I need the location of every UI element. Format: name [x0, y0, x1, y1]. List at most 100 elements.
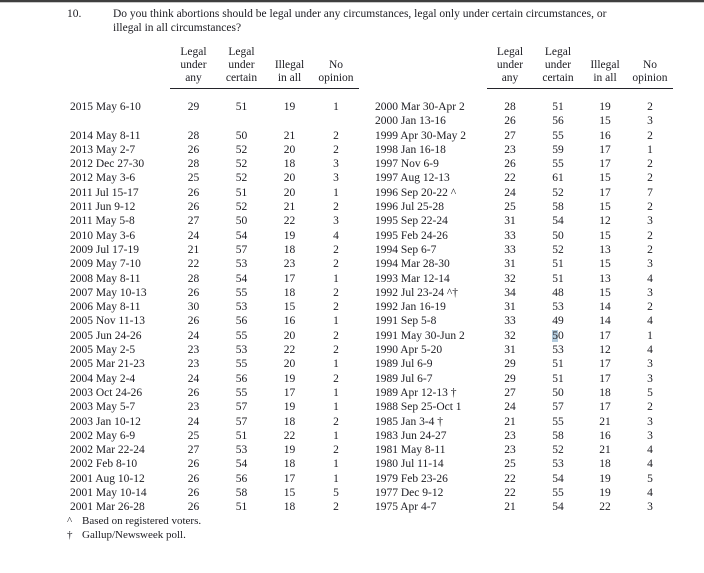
poll-value: 55 [552, 158, 564, 171]
poll-value: 4 [333, 229, 339, 242]
poll-value: 15 [599, 286, 611, 299]
poll-value: 22 [599, 501, 611, 514]
poll-value: 56 [552, 115, 564, 128]
poll-value: 23 [187, 344, 200, 357]
poll-value: 33 [504, 229, 516, 242]
poll-value: 58 [552, 201, 564, 214]
poll-value: 1 [333, 272, 339, 285]
header-underline [487, 88, 673, 89]
poll-value: 17 [599, 158, 611, 171]
poll-value: 7 [647, 186, 653, 199]
poll-value: 2 [333, 258, 339, 271]
poll-date: 2001 Aug 10-12 [70, 472, 145, 485]
poll-value: 5 [647, 386, 653, 399]
poll-value: 20 [283, 143, 296, 156]
table-row: 1989 Jul 6-7 29 51 17 3 [375, 372, 673, 386]
poll-value: 33 [504, 243, 516, 256]
poll-value: 2 [333, 201, 339, 214]
header-spacer [375, 85, 487, 87]
poll-value: 4 [647, 344, 653, 357]
poll-date: 2005 Nov 11-13 [70, 315, 145, 328]
table-row: 2009 Jul 17-19 21 57 18 2 [70, 243, 359, 257]
poll-value: 24 [504, 186, 516, 199]
poll-value: 18 [283, 158, 296, 171]
table-row: 2005 Nov 11-13 26 56 16 1 [70, 314, 359, 328]
table-row: 1993 Mar 12-14 32 51 13 4 [375, 272, 673, 286]
poll-value: 26 [187, 201, 200, 214]
poll-value: 26 [187, 386, 200, 399]
poll-value: 53 [235, 301, 248, 314]
poll-value: 16 [599, 429, 611, 442]
question-text: Do you think abortions should be legal u… [113, 8, 607, 34]
poll-value: 17 [599, 358, 611, 371]
poll-value: 29 [504, 358, 516, 371]
poll-value: 31 [504, 215, 516, 228]
poll-value: 54 [235, 272, 248, 285]
poll-date: 1989 Apr 12-13 † [375, 386, 457, 399]
table-row: 1989 Apr 12-13 † 27 50 18 5 [375, 386, 673, 400]
poll-value: 4 [647, 272, 653, 285]
table-row: 1998 Jan 16-18 23 59 17 1 [375, 143, 673, 157]
table-row: 2005 Mar 21-23 23 55 20 1 [70, 357, 359, 371]
poll-value: 52 [235, 201, 248, 214]
poll-date: 2012 May 3-6 [70, 172, 136, 185]
poll-date: 2008 May 8-11 [70, 272, 141, 285]
poll-value: 51 [552, 101, 564, 113]
poll-value: 3 [647, 115, 653, 128]
poll-value: 23 [504, 143, 516, 156]
poll-value: 54 [552, 501, 564, 514]
poll-value: 12 [599, 215, 611, 228]
poll-value: 27 [187, 444, 200, 457]
poll-value: 23 [504, 429, 516, 442]
poll-value: 21 [283, 129, 296, 142]
poll-value: 15 [599, 115, 611, 128]
poll-value: 1 [333, 315, 339, 328]
poll-value: 32 [504, 272, 516, 285]
poll-value: 55 [235, 286, 248, 299]
poll-table-right: Legal under any Legal under certain Ille… [375, 46, 673, 515]
poll-value: 58 [552, 429, 564, 442]
poll-value: 31 [504, 344, 516, 357]
poll-value: 31 [504, 301, 516, 314]
table-row: 2015 May 6-10 29 51 19 1 [70, 100, 359, 114]
poll-value: 18 [283, 243, 296, 256]
poll-value: 3 [333, 158, 339, 171]
poll-value: 2 [333, 129, 339, 142]
table-row: 2003 May 5-7 23 57 19 1 [70, 400, 359, 414]
poll-date: 1997 Nov 6-9 [375, 158, 439, 171]
poll-value: 50 [235, 129, 248, 142]
poll-date: 2005 Jun 24-26 [70, 329, 142, 342]
poll-date: 1989 Jul 6-7 [375, 372, 433, 385]
poll-value: 1 [333, 358, 339, 371]
table-row: 1997 Nov 6-9 26 55 17 2 [375, 157, 673, 171]
table-row: 2004 May 2-4 24 56 19 2 [70, 372, 359, 386]
poll-value: 2 [333, 444, 339, 457]
poll-value: 17 [283, 386, 296, 399]
col-header-legal-any: Legal under any [496, 46, 524, 84]
header-underline [170, 88, 359, 89]
poll-date: 2014 May 8-11 [70, 129, 141, 142]
poll-value: 57 [235, 415, 248, 428]
table-row: 2009 May 7-10 22 53 23 2 [70, 257, 359, 271]
poll-value: 51 [552, 358, 564, 371]
footnote-text: Based on registered voters. [82, 515, 202, 527]
poll-value: 19 [599, 487, 611, 500]
poll-value: 61 [552, 172, 564, 185]
poll-date: 1977 Dec 9-12 [375, 487, 444, 500]
poll-value: 3 [647, 215, 653, 228]
poll-value: 57 [552, 401, 564, 414]
poll-value: 15 [599, 229, 611, 242]
poll-value: 3 [333, 172, 339, 185]
col-header-illegal-all: Illegal in all [590, 59, 620, 84]
poll-table-left: Legal under any Legal under certain Ille… [70, 46, 359, 515]
dagger-footnote-symbol: † [67, 529, 73, 541]
poll-date: 1998 Jan 16-18 [375, 143, 446, 156]
table-row: 1995 Feb 24-26 33 50 15 2 [375, 229, 673, 243]
poll-value: 18 [283, 458, 296, 471]
table-row: 1979 Feb 23-26 22 54 19 5 [375, 472, 673, 486]
poll-value: 21 [504, 415, 516, 428]
poll-date: 1996 Sep 20-22 ^ [375, 186, 457, 199]
poll-value: 18 [599, 386, 611, 399]
poll-value: 2 [647, 172, 653, 185]
